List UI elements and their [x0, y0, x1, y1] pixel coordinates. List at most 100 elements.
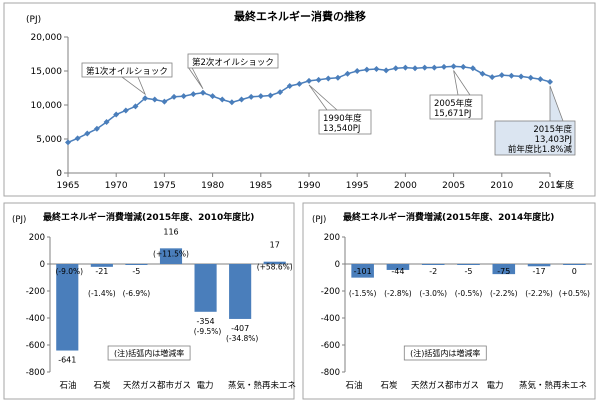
pct-label: (+58.6%)	[257, 263, 293, 272]
data-point	[518, 73, 525, 80]
note-box	[107, 345, 191, 361]
bar	[56, 264, 79, 351]
annotation-box	[81, 62, 173, 78]
data-point	[334, 74, 341, 81]
data-point	[479, 70, 486, 77]
y-tick-label: -600	[321, 341, 340, 351]
data-point	[238, 96, 245, 103]
annotation-text: 1990年度	[323, 113, 362, 124]
pct-label: (-2.2%)	[490, 289, 518, 298]
annotation-pointer	[308, 84, 338, 111]
data-point	[421, 64, 428, 71]
data-point	[431, 64, 438, 71]
category-label: 蒸気・熱再未エネ	[228, 380, 296, 391]
data-point	[412, 65, 419, 72]
bar	[527, 264, 551, 267]
category-label: 天然ガス都市ガス	[123, 380, 191, 391]
data-point	[132, 103, 139, 110]
x-tick-label: 1970	[105, 181, 128, 191]
data-point	[498, 72, 505, 79]
chart-title: 最終エネルギー消費増減(2015年度、2014年度比)	[343, 211, 554, 223]
bar	[229, 264, 252, 319]
category-label: 電力	[196, 380, 213, 391]
data-point	[325, 75, 332, 82]
bar	[90, 264, 113, 267]
data-point	[267, 92, 274, 99]
bar	[563, 264, 586, 265]
y-tick-label: -200	[26, 287, 45, 297]
data-point	[180, 93, 187, 100]
data-point	[277, 89, 284, 96]
bar	[263, 261, 286, 264]
value-label: -2	[429, 267, 437, 276]
y-tick-label: 0	[56, 169, 62, 179]
y-tick-label: -400	[26, 314, 45, 324]
pct-label: (-0.5%)	[455, 289, 483, 298]
category-label: 石炭	[93, 381, 111, 391]
pct-label: (-1.4%)	[88, 289, 116, 298]
bar-chart-2010-comparison: 最終エネルギー消費増減(2015年度、2010年度比) (PJ)200 0 -200 -…	[3, 202, 296, 400]
category-label: 石炭	[380, 381, 398, 391]
annotation-text: 15,671PJ	[434, 109, 471, 119]
annotation-box	[318, 109, 372, 135]
x-tick-label: 2005	[442, 181, 465, 191]
data-point	[489, 74, 496, 81]
data-point	[469, 65, 476, 72]
y-tick-label: 200	[324, 233, 340, 243]
bar	[386, 264, 410, 270]
data-point	[354, 68, 361, 74]
pct-label: (+11.5%)	[153, 249, 189, 258]
value-label: -5	[132, 267, 140, 276]
y-unit-label: (PJ)	[12, 215, 26, 225]
data-point	[93, 125, 100, 132]
bar	[492, 264, 516, 275]
y-tick-label: 0	[40, 260, 45, 270]
data-point	[373, 65, 380, 72]
data-point	[383, 67, 390, 74]
data-point	[248, 93, 255, 100]
pct-label: (-2.8%)	[384, 289, 412, 298]
data-point	[315, 76, 322, 83]
y-tick-label: 20,000	[31, 33, 63, 43]
value-label: -5	[465, 267, 473, 276]
annotation-box	[429, 94, 483, 120]
data-point	[286, 82, 293, 89]
pct-label: (-2.2%)	[525, 289, 553, 298]
pct-label: (+0.5%)	[559, 289, 590, 298]
category-label: 石油	[59, 380, 76, 391]
y-unit-label: (PJ)	[312, 215, 326, 225]
y-unit-label: (PJ)	[26, 15, 41, 25]
note-text: (注)括弧内は増減率	[114, 348, 184, 358]
x-tick-label: 2010	[490, 181, 513, 191]
data-point	[209, 93, 216, 100]
y-tick-label: -400	[321, 314, 340, 324]
value-label: -21	[95, 267, 108, 276]
data-point	[392, 65, 399, 72]
annotation-box	[187, 53, 279, 69]
category-label: 電力	[486, 380, 503, 391]
y-tick-label: 0	[335, 260, 340, 270]
annotation-text: 前年度比1.8%減	[508, 144, 573, 155]
x-tick-label: 1980	[201, 181, 224, 191]
data-point	[142, 95, 149, 102]
bar	[194, 264, 217, 312]
annotation-text: 第2次オイルショック	[192, 57, 274, 68]
data-point	[84, 130, 91, 137]
data-point	[122, 107, 129, 114]
data-point	[402, 64, 409, 71]
pct-label: (-3.0%)	[419, 289, 447, 298]
data-point	[199, 89, 206, 96]
pct-label: (-34.8%)	[226, 334, 258, 343]
y-tick-label: -800	[321, 368, 340, 378]
x-tick-label: 1990	[298, 181, 321, 191]
pct-label: (-6.9%)	[123, 289, 151, 298]
data-point	[103, 119, 110, 125]
note-text: (注)括弧内は増減率	[410, 348, 480, 358]
annotation-pointer	[453, 70, 471, 96]
annotation-text: 第1次オイルショック	[86, 66, 168, 77]
x-tick-label: 2015	[539, 181, 562, 191]
data-point	[219, 96, 226, 103]
x-tick-label: 1965	[57, 181, 80, 191]
data-point	[527, 74, 534, 81]
